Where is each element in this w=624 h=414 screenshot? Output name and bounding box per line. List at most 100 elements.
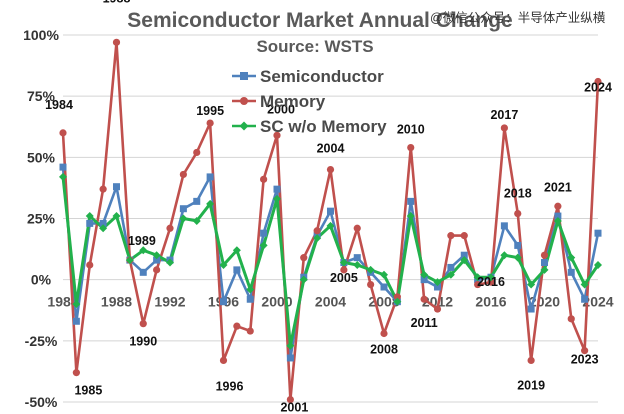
marker-sc-wo-memory [567, 253, 576, 262]
y-tick-label: -25% [25, 333, 58, 349]
marker-memory [233, 322, 241, 330]
marker-sc-wo-memory [112, 212, 121, 221]
marker-memory [326, 165, 335, 174]
marker-memory [367, 280, 375, 289]
marker-memory [193, 148, 201, 157]
annotation-2016: 2016 [477, 275, 505, 289]
annotation-1989: 1989 [128, 234, 156, 248]
annotation-1995: 1995 [196, 104, 224, 118]
watermark: @微信公众号：半导体产业纵横 [430, 11, 606, 25]
y-tick-label: 100% [23, 27, 59, 43]
marker-semiconductor [380, 283, 388, 291]
marker-sc-wo-memory [59, 172, 67, 181]
marker-semiconductor [233, 266, 241, 274]
marker-sc-wo-memory [166, 258, 174, 267]
marker-memory [554, 202, 562, 210]
marker-sc-wo-memory [85, 212, 94, 221]
marker-sc-wo-memory [206, 199, 215, 208]
marker-semiconductor [327, 207, 334, 215]
marker-semiconductor [567, 268, 575, 276]
annotation-1996: 1996 [216, 379, 244, 393]
marker-sc-wo-memory [273, 194, 281, 203]
marker-semiconductor [527, 305, 535, 313]
annotation-2017: 2017 [490, 108, 518, 122]
marker-sc-wo-memory [580, 280, 589, 289]
marker-sc-wo-memory [420, 270, 429, 279]
marker-semiconductor [353, 254, 361, 262]
chart-subtitle: Source: WSTS [256, 37, 373, 56]
legend-label-1: Memory [260, 92, 326, 111]
marker-sc-wo-memory [125, 256, 134, 265]
y-tick-label: 50% [27, 149, 56, 165]
marker-memory [581, 347, 589, 355]
marker-sc-wo-memory [393, 297, 402, 306]
marker-sc-wo-memory [152, 251, 161, 260]
marker-semiconductor [500, 222, 508, 230]
marker-sc-wo-memory [553, 216, 562, 225]
marker-memory [380, 329, 388, 338]
marker-sc-wo-memory [139, 246, 148, 255]
annotation-1988: 1988 [103, 0, 131, 5]
marker-sc-wo-memory [232, 246, 241, 255]
marker-semiconductor [420, 276, 428, 284]
marker-semiconductor [139, 268, 147, 276]
legend-label-2: SC w/o Memory [260, 117, 387, 136]
x-tick-label: 1992 [154, 294, 185, 310]
y-tick-label: -50% [25, 394, 58, 410]
marker-memory [112, 38, 121, 46]
marker-memory [420, 295, 428, 303]
annotation-2018: 2018 [504, 187, 532, 201]
annotation-2008: 2008 [370, 342, 398, 356]
annotation-2024: 2024 [584, 80, 612, 94]
marker-semiconductor [246, 295, 254, 303]
marker-memory [514, 210, 522, 218]
marker-semiconductor [193, 197, 201, 205]
marker-sc-wo-memory [473, 273, 482, 282]
marker-memory [139, 320, 147, 328]
marker-sc-wo-memory [406, 212, 415, 221]
marker-sc-wo-memory [99, 224, 108, 233]
marker-memory [219, 356, 228, 365]
annotation-1990: 1990 [129, 335, 157, 349]
marker-memory [260, 175, 268, 183]
marker-semiconductor [59, 163, 67, 171]
marker-semiconductor [581, 295, 589, 303]
y-axis-ticks: -50% -25% 0% 25% 50% 75% 100% [23, 27, 59, 410]
marker-memory [59, 129, 67, 137]
marker-semiconductor [447, 263, 455, 271]
marker-memory [527, 356, 535, 365]
annotation-2021: 2021 [544, 180, 572, 194]
marker-semiconductor [594, 229, 602, 237]
marker-semiconductor [99, 219, 107, 227]
marker-semiconductor [541, 259, 548, 267]
marker-memory [474, 280, 482, 289]
legend-label-0: Semiconductor [260, 67, 384, 86]
marker-memory [99, 185, 107, 193]
marker-sc-wo-memory [219, 260, 228, 269]
marker-memory [286, 395, 294, 404]
annotation-2004: 2004 [317, 142, 345, 156]
marker-memory [500, 124, 508, 132]
series-markers [59, 38, 602, 404]
marker-sc-wo-memory [72, 300, 81, 309]
marker-semiconductor [407, 197, 415, 205]
gridlines [63, 34, 598, 403]
marker-semiconductor [206, 173, 214, 181]
marker-sc-wo-memory [513, 253, 522, 262]
marker-memory [86, 261, 94, 269]
marker-memory [246, 327, 254, 335]
y-tick-label: 25% [27, 211, 56, 227]
legend: Semiconductor Memory SC w/o Memory [232, 67, 387, 136]
marker-sc-wo-memory [460, 256, 469, 265]
marker-memory [340, 266, 348, 274]
marker-sc-wo-memory [594, 260, 602, 269]
marker-memory [353, 224, 361, 232]
y-tick-label: 0% [31, 272, 52, 288]
marker-semiconductor [514, 241, 522, 249]
x-tick-label: 2024 [582, 294, 613, 310]
x-tick-label: 2004 [315, 294, 346, 310]
marker-semiconductor [72, 317, 80, 325]
marker-semiconductor [260, 229, 268, 237]
marker-sc-wo-memory [353, 260, 362, 269]
